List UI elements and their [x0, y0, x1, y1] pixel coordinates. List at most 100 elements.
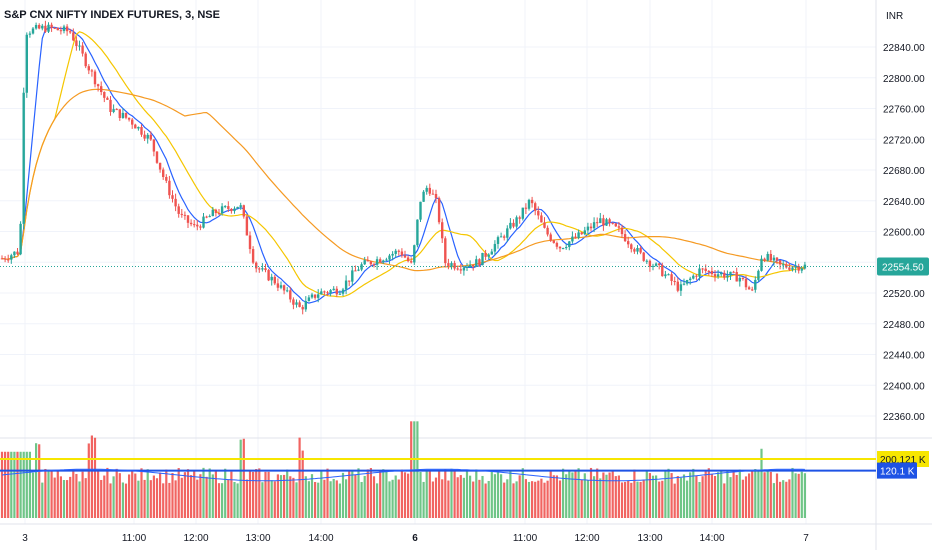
- candle-body: [230, 208, 233, 212]
- candle-body: [400, 251, 404, 256]
- price-axis[interactable]: 22840.00 22800.00 22760.00 22720.00 22680.00…: [877, 43, 929, 479]
- price-tick-label: 22360.00: [883, 412, 925, 423]
- candle-body: [72, 32, 75, 41]
- volume-bar: [763, 472, 766, 518]
- volume-bar: [112, 476, 115, 518]
- volume-bar: [149, 480, 152, 518]
- candle-body: [183, 214, 187, 216]
- candle-body: [90, 70, 94, 72]
- volume-bar: [636, 481, 639, 518]
- candle-body: [10, 255, 13, 260]
- candle-body: [382, 260, 385, 263]
- time-axis[interactable]: 3 11:00 12:00 13:00 14:00 6 11:00 12:00 13:00 14:…: [22, 533, 809, 544]
- candle-body: [614, 223, 617, 227]
- volume-bar: [292, 477, 295, 518]
- volume-bar: [16, 451, 19, 518]
- volume-bar: [267, 471, 270, 518]
- volume-bar: [332, 478, 335, 518]
- time-tick-label: 3: [22, 533, 28, 544]
- candle-body: [276, 283, 280, 288]
- volume-bar: [264, 471, 267, 518]
- volume-bar: [84, 478, 87, 518]
- candle-body: [313, 294, 317, 298]
- candle-body: [59, 30, 63, 32]
- candle-body: [561, 248, 565, 250]
- volume-bar: [627, 480, 630, 518]
- candle-body: [388, 255, 391, 260]
- candle-body: [468, 264, 472, 267]
- candle-body: [227, 206, 230, 209]
- volume-bar: [227, 479, 230, 518]
- candle-body: [202, 216, 205, 228]
- candle-body: [177, 206, 180, 214]
- volume-bar: [490, 470, 493, 518]
- volume-bar: [524, 479, 527, 518]
- volume-bar: [459, 475, 462, 518]
- candle-body: [431, 193, 435, 195]
- candle-body: [515, 217, 518, 227]
- candle-body: [682, 283, 686, 285]
- candle-body: [140, 126, 143, 135]
- volume-bar: [710, 473, 713, 518]
- volume-bar: [22, 451, 25, 518]
- volume-bar: [304, 476, 307, 518]
- candlestick-series: [0, 20, 876, 315]
- candle-body: [701, 268, 704, 270]
- volume-bar: [348, 470, 351, 518]
- volume-bar: [379, 470, 382, 518]
- volume-bar: [704, 471, 707, 518]
- candle-body: [62, 26, 66, 32]
- volume-bar: [177, 468, 180, 518]
- candle-body: [301, 306, 304, 310]
- candle-body: [13, 251, 16, 256]
- candle-body: [289, 290, 292, 300]
- time-tick-label: 11:00: [513, 533, 538, 544]
- volume-bar: [782, 480, 785, 518]
- volume-bar: [366, 469, 369, 518]
- candle-body: [224, 206, 227, 208]
- candle-body: [772, 257, 776, 261]
- candle-body: [558, 246, 562, 249]
- candle-body: [208, 216, 211, 218]
- volume-bar: [602, 472, 605, 518]
- candle-body: [720, 272, 723, 275]
- candle-body: [695, 275, 698, 277]
- volume-bar: [4, 451, 7, 518]
- candle-body: [124, 112, 128, 118]
- candle-body: [19, 223, 22, 255]
- volume-bar: [531, 481, 534, 518]
- candle-body: [379, 259, 382, 263]
- volume-bar: [341, 472, 345, 518]
- volume-level-badge-2: [877, 462, 917, 479]
- candle-body: [465, 266, 469, 268]
- price-tick-label: 22480.00: [883, 320, 925, 331]
- candle-body: [205, 216, 208, 218]
- candle-body: [642, 252, 645, 261]
- volume-bar: [766, 470, 769, 518]
- candle-body: [447, 263, 450, 267]
- volume-bar: [562, 468, 565, 518]
- volume-bar: [546, 480, 549, 518]
- candle-body: [286, 290, 289, 292]
- candle-body: [323, 291, 326, 293]
- candle-body: [292, 299, 295, 305]
- candle-body: [258, 268, 261, 270]
- volume-bar: [93, 437, 97, 518]
- volume-bar: [630, 482, 633, 518]
- volume-bar: [78, 481, 81, 518]
- candle-body: [242, 205, 245, 217]
- volume-bar: [506, 479, 509, 518]
- volume-bar: [565, 474, 568, 518]
- candle-body: [766, 253, 769, 261]
- volume-bar: [487, 480, 490, 518]
- candle-body: [623, 234, 627, 242]
- volume-bar: [382, 469, 385, 518]
- volume-bar: [50, 470, 53, 518]
- candle-body: [168, 180, 171, 196]
- candle-body: [617, 226, 621, 228]
- candle-body: [214, 209, 218, 214]
- candle-body: [487, 254, 490, 257]
- volume-bar: [549, 470, 552, 518]
